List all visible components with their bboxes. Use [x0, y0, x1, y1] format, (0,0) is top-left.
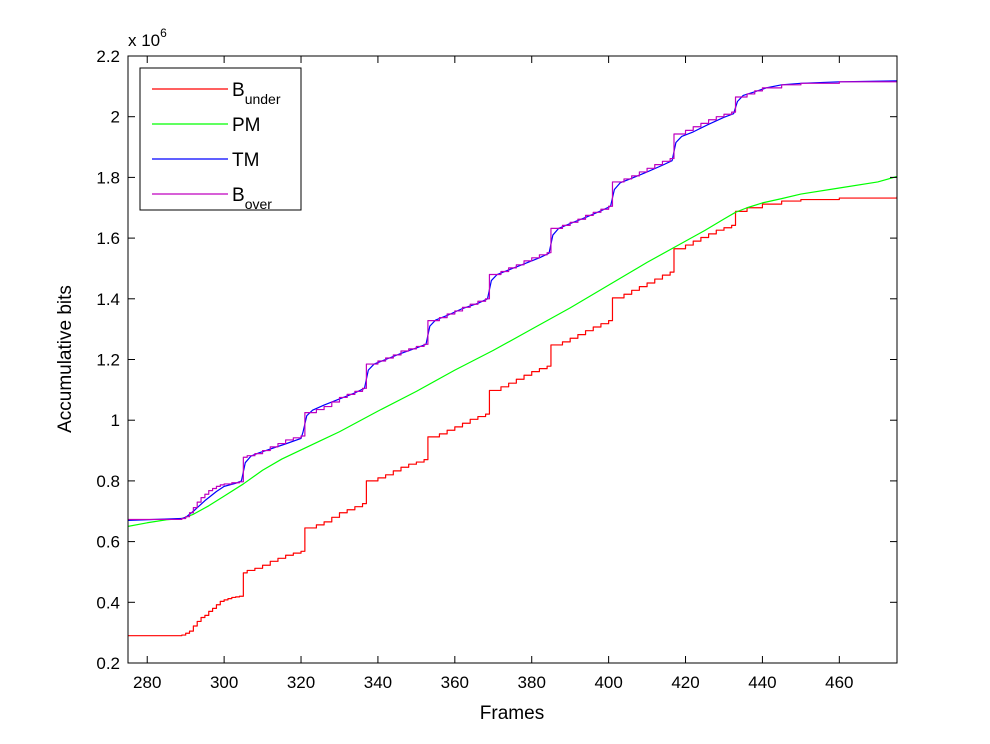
series-line-b-under: [128, 196, 897, 637]
legend-box: [139, 67, 302, 211]
x-tick-label: 460: [825, 673, 853, 692]
y-tick-label: 1.2: [96, 351, 120, 370]
legend-label-subscript: under: [245, 91, 281, 107]
y-tick-label: 0.8: [96, 472, 120, 491]
legend: Bunder PM TM Bover: [139, 67, 302, 212]
y-tick-label: 2: [111, 108, 120, 127]
y-tick-label: 0.2: [96, 654, 120, 673]
y-axis-multiplier: x 106: [128, 26, 167, 50]
series-layer: [128, 80, 897, 637]
legend-label: Bover: [232, 185, 272, 212]
legend-label: Bunder: [232, 80, 281, 107]
x-tick-label: 440: [748, 673, 776, 692]
y-tick-label: 1.8: [96, 168, 120, 187]
series-line-pm: [128, 175, 897, 528]
x-axis-title: Frames: [480, 703, 544, 724]
x-tick-label: 380: [518, 673, 546, 692]
legend-label-subscript: over: [245, 196, 273, 212]
x-tick-label: 340: [364, 673, 392, 692]
y-tick-label: 1: [111, 411, 120, 430]
y-tick-label: 0.4: [96, 593, 120, 612]
y-multiplier-exponent: 6: [160, 26, 167, 40]
legend-label-main: PM: [232, 115, 261, 136]
x-tick-label: 360: [441, 673, 469, 692]
x-tick-label: 400: [594, 673, 622, 692]
y-tick-label: 1.6: [96, 229, 120, 248]
y-multiplier-base: x 10: [128, 31, 160, 50]
y-tick-label: 0.6: [96, 533, 120, 552]
y-tick-label: 2.2: [96, 47, 120, 66]
x-tick-label: 320: [287, 673, 315, 692]
x-tick-label: 420: [671, 673, 699, 692]
y-axis-title: Accumulative bits: [55, 285, 76, 433]
x-tick-label: 280: [133, 673, 161, 692]
legend-label: TM: [232, 150, 259, 171]
legend-label-main: TM: [232, 150, 259, 171]
legend-label-main: B: [232, 185, 245, 206]
tick-layer: 280 300 320 340 360 380 400 420 440 460 0.2 0.4 0.6 0…: [96, 47, 897, 692]
series-line-b-over: [128, 80, 897, 521]
legend-label-main: B: [232, 80, 245, 101]
x-tick-label: 300: [210, 673, 238, 692]
legend-label: PM: [232, 115, 261, 136]
y-tick-label: 1.4: [96, 290, 120, 309]
